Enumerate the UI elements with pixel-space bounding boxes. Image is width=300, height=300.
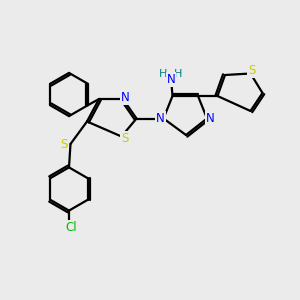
Text: N: N <box>167 73 176 86</box>
Text: N: N <box>121 91 130 104</box>
Text: H: H <box>159 69 168 80</box>
Text: Cl: Cl <box>66 221 77 234</box>
Text: S: S <box>60 137 68 151</box>
Text: S: S <box>122 132 129 146</box>
Text: S: S <box>248 64 256 77</box>
Text: N: N <box>156 112 165 125</box>
Text: H: H <box>173 69 182 80</box>
Text: N: N <box>206 112 214 125</box>
